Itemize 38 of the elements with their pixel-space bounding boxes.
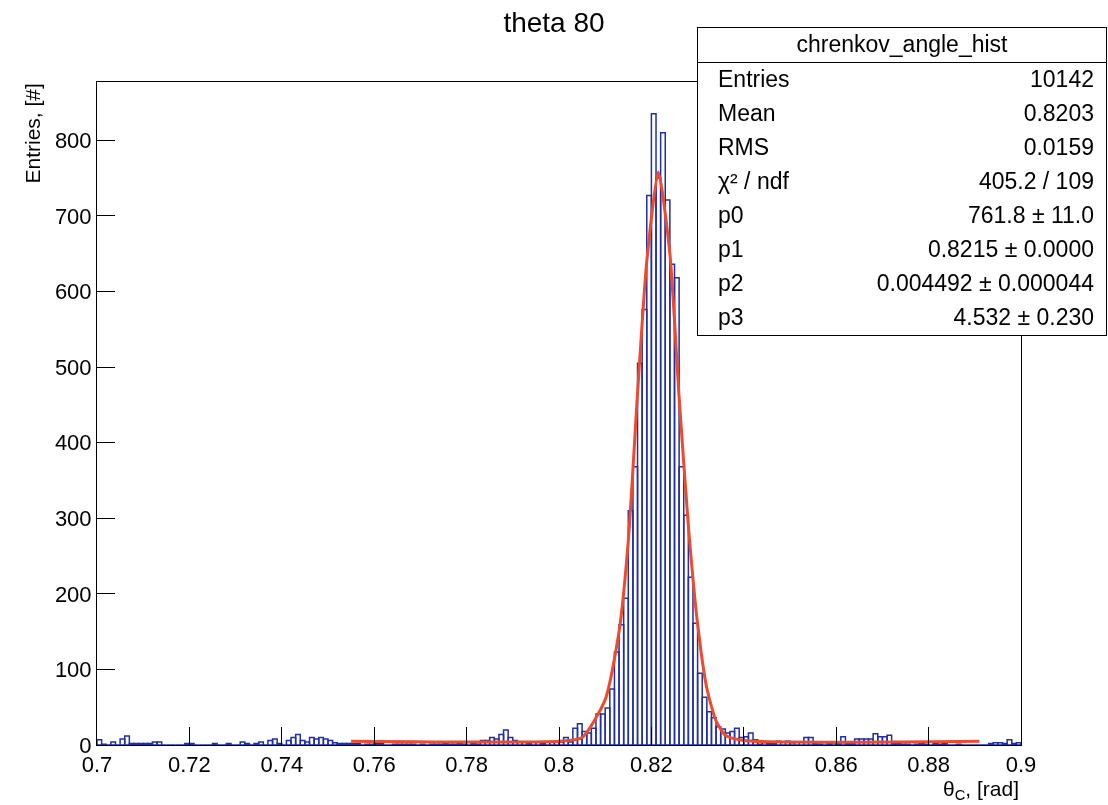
x-tick-label: 0.86 — [814, 752, 858, 778]
annotation: p2 — [718, 270, 744, 297]
annotation: RMS — [718, 134, 770, 161]
x-axis-title: θ$_{C}$, [rad] — [943, 777, 1019, 804]
x-tick-label: 0.84 — [722, 752, 766, 778]
annotation: p1 — [718, 236, 744, 263]
y-tick-label: 500 — [54, 354, 92, 380]
x-tick-label: 0.72 — [167, 752, 211, 778]
annotation: p0 — [718, 202, 744, 229]
annotation: p3 — [718, 304, 744, 331]
x-tick-label: 0.76 — [352, 752, 396, 778]
y-tick-label: 300 — [54, 505, 92, 531]
text: 0.8203 — [1023, 100, 1094, 127]
x-tick-label: 0.8 — [543, 752, 575, 778]
x-tick-label: 0.82 — [629, 752, 673, 778]
annotation: 761.8 ± 11.0 — [967, 202, 1094, 229]
annotation: 405.2 / 109 — [978, 168, 1094, 195]
y-tick-label: 400 — [54, 430, 92, 456]
annotation: 4.532 ± 0.230 — [953, 304, 1094, 331]
annotation: 0.8215 ± 0.0000 — [927, 236, 1094, 263]
y-tick-label: 600 — [54, 279, 92, 305]
text: 10142 — [1030, 66, 1094, 93]
x-tick-label: 0.74 — [260, 752, 304, 778]
x-tick-label: 0.9 — [1005, 752, 1037, 778]
y-tick-label: 200 — [54, 581, 92, 607]
text: chrenkov_angle_hist — [698, 28, 1106, 63]
annotation: Entries — [718, 66, 790, 93]
y-tick-label: 100 — [54, 657, 92, 683]
y-tick-label: 800 — [54, 127, 92, 153]
text: 0.0159 — [1023, 134, 1094, 161]
annotation: 0.004492 ± 0.000044 — [876, 270, 1094, 297]
x-tick-label: 0.78 — [445, 752, 489, 778]
annotation: χ² / ndf — [718, 168, 789, 195]
annotation: Mean — [718, 100, 776, 127]
y-tick-label: 700 — [54, 203, 92, 229]
chart-title: theta 80 — [503, 6, 605, 38]
y-axis-title: Entries, [#] — [20, 83, 44, 184]
x-tick-label: 0.88 — [907, 752, 951, 778]
